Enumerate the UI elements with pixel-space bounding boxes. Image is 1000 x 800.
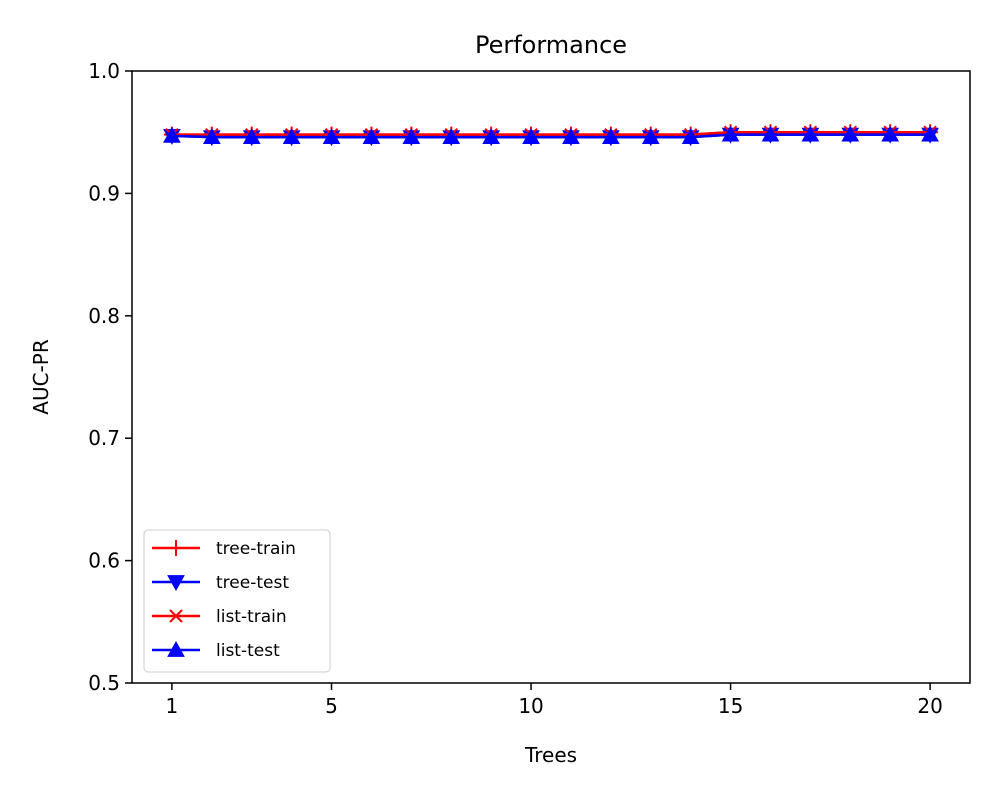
data-point-list-test [761,125,780,142]
plot-area: 1 5 10 15 200.50.60.70.80.91.0 [88,59,971,718]
x-tick-label: 20 [917,694,942,718]
legend-marker-tree-train [168,540,184,556]
data-point-list-test [482,128,500,144]
data-point-list-test [881,125,900,142]
x-tick-label: 15 [718,694,743,718]
data-point-list-test [362,128,381,144]
legend-label-tree-train: tree-train [216,539,296,559]
data-point-list-test [202,128,221,144]
data-point-list-test [322,128,341,144]
data-point-list-test [641,128,660,144]
legend-label-tree-test: tree-test [216,573,289,593]
data-point-list-test [602,128,620,144]
legend-marker-list-test [167,640,185,657]
data-point-list-test [282,128,301,144]
y-tick-label: 0.5 [88,671,120,695]
series-line-list-test [171,133,931,139]
legend: tree-train tree-test list-train list-test [143,529,331,673]
data-point-list-test [801,125,820,142]
data-point-list-test [442,128,461,144]
x-tick-label: 1 [166,694,179,718]
data-point-list-test [841,125,860,142]
legend-marker-list-train [169,609,183,623]
data-point-list-test [562,128,580,144]
legend-label-list-train: list-train [216,607,287,627]
y-axis-title: AUC-PR [29,339,53,415]
y-tick-label: 0.9 [88,181,120,205]
legend-label-list-test: list-test [216,641,280,661]
series-line-list-train [171,130,931,136]
y-tick-label: 0.8 [88,304,120,328]
y-tick-label: 0.6 [88,549,120,573]
x-axis-title: Trees [524,743,577,767]
data-point-list-test [163,126,181,143]
data-point-list-test [921,125,939,142]
y-tick-label: 0.7 [88,426,120,450]
data-point-list-test [721,125,740,142]
x-tick-label: 5 [325,694,338,718]
plot-frame [131,70,971,684]
data-point-list-test [242,128,261,144]
data-point-list-test [402,128,421,144]
x-tick-label: 10 [518,694,543,718]
y-tick-label: 1.0 [88,59,120,83]
data-point-list-test [522,128,540,144]
data-point-list-test [681,128,700,144]
legend-box [143,529,331,673]
legend-marker-tree-test [167,575,185,592]
chart-title: Performance [475,31,627,59]
